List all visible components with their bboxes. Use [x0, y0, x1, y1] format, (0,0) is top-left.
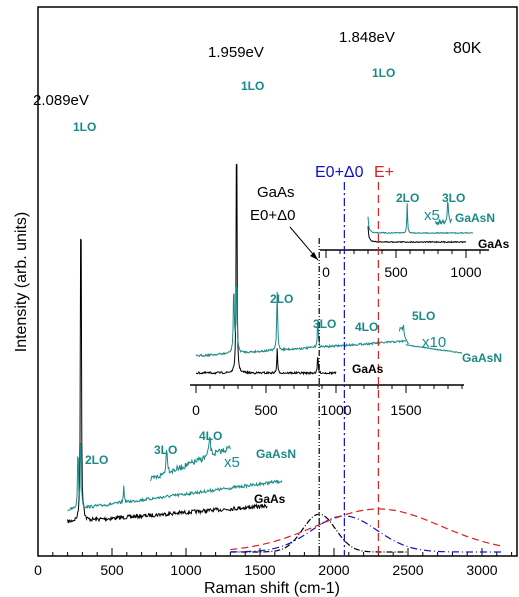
- label-2089-gaas: GaAs: [254, 492, 286, 506]
- spectrum-1959-gaasn-x10: [398, 324, 409, 345]
- label-2089-2lo: 2LO: [85, 453, 108, 467]
- spectrum-1959-gaasn: [195, 285, 407, 358]
- e0-delta0-label: E0+Δ0: [315, 164, 364, 181]
- spectrum-2089-gaasn: [67, 443, 283, 512]
- temperature-label: 80K: [453, 40, 482, 57]
- label-1848-2lo: 2LO: [396, 191, 419, 205]
- x-tick-3000: 3000: [466, 562, 497, 578]
- curve-e0-delta0: [230, 515, 504, 553]
- transition-curves: [230, 182, 504, 555]
- spectrum-1848-gaas: [367, 226, 467, 244]
- spectrum-2089-gaas: [67, 238, 268, 524]
- plot-frame: [37, 6, 518, 557]
- label-1959-2lo: 2LO: [270, 292, 293, 306]
- label-2089-gaasn: GaAsN: [256, 447, 296, 461]
- inset3-tick-0: 0: [322, 264, 330, 280]
- inset-axis-1848: [320, 249, 489, 258]
- label-1959-4lo: 4LO: [355, 320, 378, 334]
- x-tick-1500: 1500: [244, 562, 275, 578]
- gaas-transition-arrowhead: [310, 252, 318, 260]
- label-1848-1lo: 1LO: [372, 66, 395, 80]
- spectrum-2089-gaasn-x5: [150, 436, 231, 482]
- inset2-tick-0: 0: [192, 402, 200, 418]
- spectrum-1848-gaasn: [367, 203, 474, 235]
- spectrum-1959-gaasn-tail: [405, 344, 463, 354]
- label-1959-gaas: GaAs: [352, 362, 384, 376]
- x-tick-2000: 2000: [318, 562, 349, 578]
- inset3-tick-500: 500: [384, 264, 408, 280]
- label-1848-mag: x5: [424, 207, 440, 224]
- label-1848-3lo: 3LO: [442, 191, 465, 205]
- x-axis-label: Raman shift (cm-1): [204, 580, 340, 597]
- gaas-transition-label-1: GaAs: [257, 184, 295, 201]
- e-plus-label: E+: [374, 164, 394, 181]
- x-tick-2500: 2500: [392, 562, 423, 578]
- x-tick-0: 0: [34, 562, 42, 578]
- excitation-2089: 2.089eV: [33, 92, 89, 109]
- excitation-1959: 1.959eV: [208, 44, 264, 61]
- spectra-group: [67, 163, 474, 524]
- label-2089-mag: x5: [224, 454, 240, 471]
- label-2089-4lo: 4LO: [199, 429, 222, 443]
- inset2-tick-1000: 1000: [320, 402, 351, 418]
- label-1959-gaasn: GaAsN: [462, 351, 502, 365]
- label-1959-1lo: 1LO: [241, 79, 264, 93]
- label-1959-3lo: 3LO: [313, 317, 336, 331]
- label-1848-gaasn: GaAsN: [455, 211, 495, 225]
- label-2089-3lo: 3LO: [154, 443, 177, 457]
- inset2-tick-1500: 1500: [390, 402, 421, 418]
- spectrum-1959-gaas: [196, 163, 337, 376]
- label-1848-gaas: GaAs: [478, 237, 510, 251]
- label-1959-5lo: 5LO: [412, 309, 435, 323]
- gaas-transition-label-2: E0+Δ0: [250, 207, 295, 224]
- excitation-1848: 1.848eV: [339, 29, 395, 46]
- x-tick-500: 500: [100, 562, 124, 578]
- inset2-tick-500: 500: [254, 402, 278, 418]
- label-2089-1lo: 1LO: [73, 120, 96, 134]
- spectrum-1848-gaasn-x5: [434, 201, 453, 226]
- inset-axis-1959: [190, 384, 464, 393]
- curve-e-plus: [230, 508, 504, 551]
- y-axis-label: Intensity (arb. units): [13, 212, 30, 353]
- inset3-tick-1000: 1000: [450, 264, 481, 280]
- x-tick-1000: 1000: [170, 562, 201, 578]
- label-1959-mag: x10: [422, 334, 446, 351]
